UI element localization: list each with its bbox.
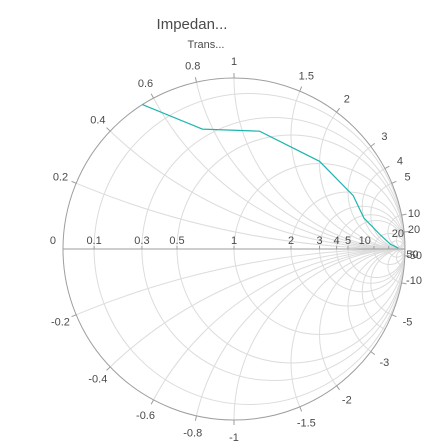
reactance-tick-mark — [300, 407, 302, 412]
reactance-tick-label: -0.4 — [88, 374, 107, 386]
reactance-tick-mark — [195, 416, 196, 421]
reactance-tick-mark — [402, 214, 407, 215]
reactance-tick-label: 4 — [397, 156, 403, 168]
resistance-tick-label: 20 — [392, 228, 404, 240]
reactance-tick-label: 0.2 — [53, 172, 68, 184]
reactance-tick-label: 3 — [381, 131, 387, 143]
resistance-tick-label: 0.3 — [134, 235, 149, 247]
resistance-tick-label: 5 — [345, 235, 351, 247]
reactance-tick-label: -5 — [403, 316, 413, 328]
reactance-tick-mark — [300, 87, 302, 92]
reactance-tick-label: -0.2 — [51, 316, 70, 328]
resistance-tick-label: 0.1 — [86, 235, 101, 247]
reactance-tick-label: -0.8 — [183, 427, 202, 439]
reactance-arc — [0, 0, 441, 249]
reactance-tick-label: -0.6 — [136, 410, 155, 422]
resistance-tick-label: 10 — [359, 235, 371, 247]
reactance-tick-mark — [371, 143, 375, 146]
reactance-tick-mark — [371, 352, 375, 355]
reactance-tick-label: -10 — [406, 275, 422, 287]
reactance-tick-mark — [385, 166, 389, 168]
reactance-tick-mark — [392, 181, 397, 183]
resistance-tick-label: 4 — [334, 235, 340, 247]
reactance-tick-label: -1 — [229, 432, 239, 444]
reactance-tick-label: 0.8 — [185, 61, 200, 73]
reactance-tick-mark — [72, 315, 77, 317]
reactance-arc — [320, 249, 441, 420]
resistance-tick-label: 3 — [316, 235, 322, 247]
reactance-tick-mark — [151, 400, 153, 404]
resistance-tick-label: 0 — [50, 235, 56, 247]
reactance-tick-label: -2 — [342, 394, 352, 406]
resistance-tick-label: 2 — [288, 235, 294, 247]
reactance-tick-mark — [195, 77, 196, 82]
reactance-tick-mark — [107, 367, 111, 370]
reactance-tick-label: 5 — [404, 172, 410, 184]
reactance-tick-label: -3 — [380, 357, 390, 369]
reactance-tick-mark — [72, 181, 77, 183]
reactance-arc — [320, 78, 441, 249]
reactance-tick-label: 0.6 — [138, 78, 153, 90]
reactance-tick-mark — [392, 315, 397, 317]
reactance-tick-mark — [107, 128, 111, 131]
reactance-arc — [191, 249, 441, 444]
reactance-tick-label: 1.5 — [299, 70, 314, 82]
reactance-tick-label: 10 — [408, 208, 420, 220]
reactance-tick-label: 0.4 — [90, 114, 105, 126]
reactance-tick-label: -50 — [406, 250, 422, 262]
reactance-tick-label: 20 — [408, 224, 420, 236]
resistance-tick-label: 0.5 — [169, 235, 184, 247]
reactance-arc — [120, 0, 441, 249]
reactance-tick-mark — [337, 386, 340, 390]
reactance-tick-mark — [337, 108, 340, 112]
reactance-tick-label: 2 — [344, 94, 350, 106]
resistance-tick-label: 1 — [231, 235, 237, 247]
reactance-tick-mark — [151, 94, 153, 98]
reactance-tick-label: -1.5 — [297, 418, 316, 430]
reactance-arc — [0, 0, 441, 249]
reactance-tick-label: 1 — [231, 56, 237, 68]
